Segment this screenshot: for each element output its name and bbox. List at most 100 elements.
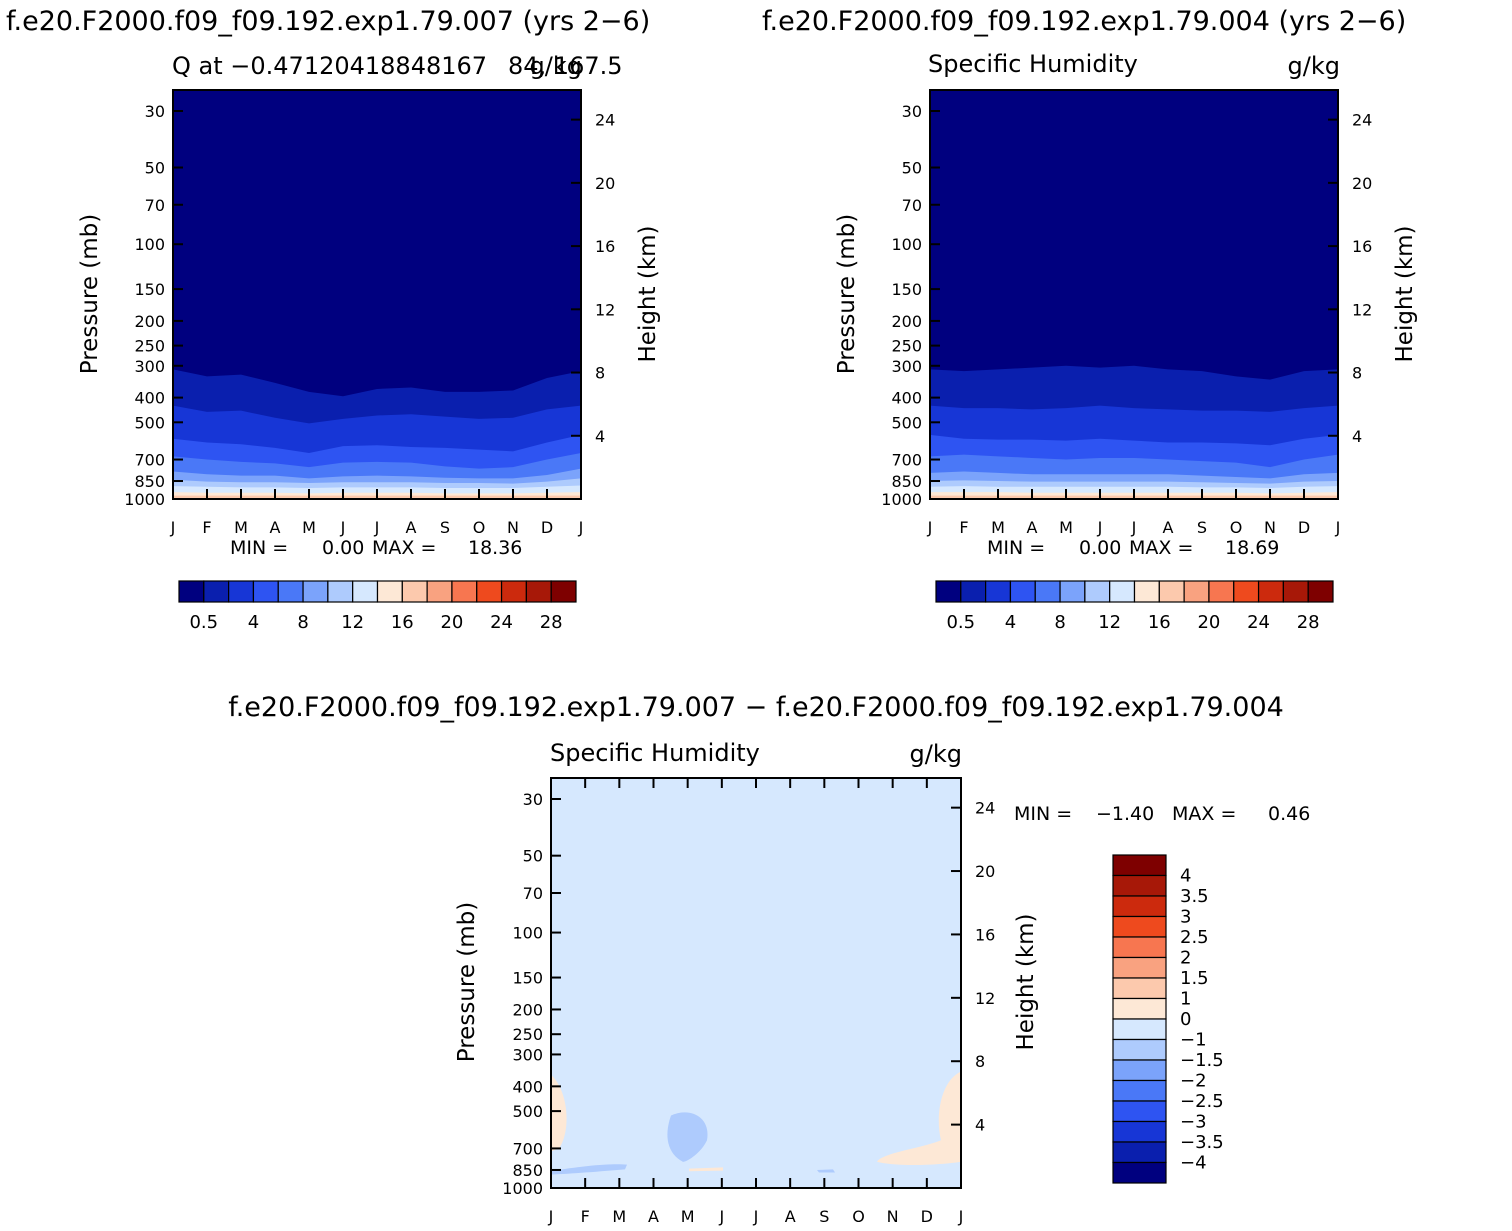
colorbar-box	[1034, 580, 1061, 603]
month-tick-label: J	[340, 518, 346, 537]
colorbar-box	[1208, 580, 1235, 603]
colorbar-label: 20	[1197, 612, 1220, 633]
colorbar-box	[1112, 1018, 1167, 1041]
colorbar-box	[451, 580, 478, 603]
colorbar-label: 24	[490, 612, 513, 633]
colorbar-box	[1112, 997, 1167, 1020]
panel-1: f.e20.F2000.f09_f09.192.exp1.79.007 (yrs…	[6, 6, 661, 633]
panel-1-max-label: MAX =	[372, 537, 436, 559]
month-tick-label: M	[302, 518, 316, 537]
colorbar-label: 3.5	[1180, 886, 1209, 907]
panel-3-y-axis-label: Pressure (mb)	[454, 902, 480, 1062]
month-tick-label: J	[753, 1207, 759, 1226]
pressure-tick-label: 200	[512, 1000, 543, 1019]
colorbar-label: 28	[1297, 612, 1320, 633]
pressure-tick-label: 500	[512, 1102, 543, 1121]
colorbar-label: 16	[391, 612, 414, 633]
month-tick-label: F	[202, 518, 211, 537]
panel-2-min-label: MIN =	[987, 537, 1045, 559]
height-tick-label: 24	[1352, 111, 1372, 130]
panel-2-units-label: g/kg	[1288, 52, 1340, 80]
pressure-tick-label: 850	[891, 472, 922, 491]
colorbar-label: 4	[1005, 612, 1016, 633]
pressure-tick-label: 50	[145, 159, 165, 178]
month-tick-label: A	[1027, 518, 1038, 537]
month-tick-label: D	[1298, 518, 1310, 537]
pressure-tick-label: 250	[134, 337, 165, 356]
colorbar-box	[1183, 580, 1210, 603]
height-tick-label: 24	[595, 111, 615, 130]
colorbar-box	[985, 580, 1012, 603]
pressure-tick-label: 500	[891, 413, 922, 432]
colorbar-label: 0.5	[189, 612, 218, 633]
panel-3-y-right-axis-label: Height (km)	[1013, 913, 1039, 1050]
colorbar-box	[178, 580, 205, 603]
month-tick-label: M	[1059, 518, 1073, 537]
pressure-tick-label: 850	[134, 472, 165, 491]
height-tick-label: 20	[975, 862, 995, 881]
height-tick-label: 4	[595, 427, 605, 446]
month-tick-label: D	[921, 1207, 933, 1226]
colorbar-label: 4	[1180, 866, 1191, 887]
month-tick-label: O	[1230, 518, 1243, 537]
height-tick-label: 20	[595, 174, 615, 193]
panel-3-units-label: g/kg	[910, 740, 962, 768]
colorbar-label: 8	[1054, 612, 1065, 633]
month-tick-label: A	[406, 518, 417, 537]
height-tick-label: 16	[1352, 237, 1372, 256]
month-tick-label: A	[648, 1207, 659, 1226]
month-tick-label: D	[541, 518, 553, 537]
colorbar-box	[1112, 1100, 1167, 1123]
pressure-tick-label: 250	[512, 1025, 543, 1044]
colorbar-box	[960, 580, 987, 603]
pressure-tick-label: 300	[891, 357, 922, 376]
colorbar-box	[1084, 580, 1111, 603]
colorbar-box	[327, 580, 354, 603]
colorbar-box	[1112, 895, 1167, 918]
colorbar-box	[376, 580, 403, 603]
panel-3-max-label: MAX =	[1172, 803, 1236, 825]
panel-2-y-right-axis-label: Height (km)	[1392, 225, 1418, 362]
colorbar-box	[525, 580, 552, 603]
pressure-tick-label: 1000	[881, 490, 922, 509]
colorbar-box	[1112, 854, 1167, 877]
month-tick-label: J	[578, 518, 584, 537]
pressure-tick-label: 70	[523, 884, 543, 903]
month-tick-label: J	[958, 1207, 964, 1226]
month-tick-label: M	[991, 518, 1005, 537]
panel-3-min-value: −1.40	[1096, 803, 1154, 825]
pressure-tick-label: 400	[512, 1077, 543, 1096]
contour-band	[689, 1167, 723, 1172]
month-tick-label: J	[374, 518, 380, 537]
height-tick-label: 8	[1352, 364, 1362, 383]
panel-2-colorbar: 0.5 4 8 12 16 20 24 28	[935, 580, 1334, 633]
pressure-tick-label: 100	[134, 235, 165, 254]
month-tick-label: S	[440, 518, 450, 537]
month-tick-label: F	[581, 1207, 590, 1226]
colorbar-label: 0	[1180, 1009, 1191, 1030]
colorbar-box	[1112, 1120, 1167, 1143]
height-tick-label: 8	[975, 1052, 985, 1071]
panel-1-units-label: g/kg	[530, 52, 582, 80]
colorbar-box	[1233, 580, 1260, 603]
height-tick-label: 4	[975, 1116, 985, 1135]
colorbar-box	[1112, 956, 1167, 979]
month-tick-label: F	[959, 518, 968, 537]
panel-2-variable-label: Specific Humidity	[928, 50, 1138, 78]
colorbar-box	[1109, 580, 1136, 603]
month-tick-label: M	[612, 1207, 626, 1226]
colorbar-label: −2	[1180, 1071, 1207, 1092]
month-tick-label: A	[1163, 518, 1174, 537]
pressure-tick-label: 100	[891, 235, 922, 254]
pressure-tick-label: 700	[512, 1139, 543, 1158]
month-tick-label: S	[819, 1207, 829, 1226]
height-tick-label: 12	[1352, 300, 1372, 319]
height-tick-label: 16	[975, 925, 995, 944]
colorbar-box	[352, 580, 379, 603]
pressure-tick-label: 850	[512, 1161, 543, 1180]
panel-3-variable-label: Specific Humidity	[550, 739, 760, 767]
pressure-tick-label: 300	[512, 1045, 543, 1064]
month-tick-label: M	[234, 518, 248, 537]
colorbar-label: 12	[1098, 612, 1121, 633]
